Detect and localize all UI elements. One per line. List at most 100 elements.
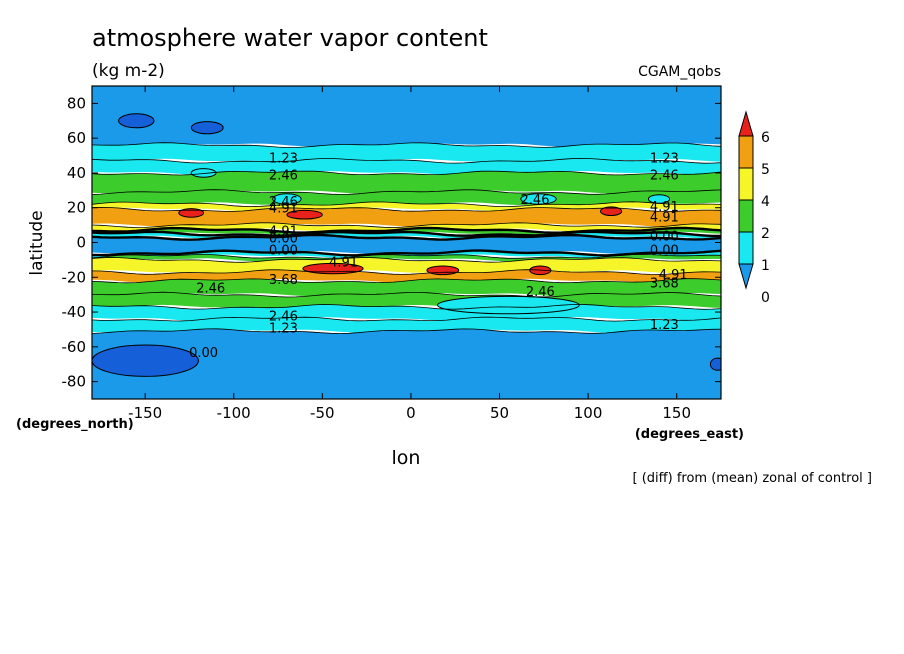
contour-band	[92, 234, 721, 255]
contour-label: 2.46	[269, 310, 298, 325]
colorbar-segment	[738, 199, 754, 233]
chart-subtitle: (kg m-2)	[92, 61, 165, 81]
contour-label: 1.23	[269, 151, 298, 166]
colorbar-max-arrow	[738, 110, 754, 137]
contour-band	[92, 207, 721, 227]
contour-line	[92, 278, 721, 284]
colorbar-min-arrow	[738, 263, 754, 290]
contour-line	[92, 226, 721, 234]
x-tick-label: -150	[128, 404, 162, 422]
contour-region	[520, 193, 557, 205]
contour-line	[92, 230, 721, 238]
y-axis-ticks: 80 60 40 20 0 -20 -40 -60 -80	[62, 94, 721, 391]
contour-label: 2.46	[196, 282, 225, 297]
contour-line	[92, 170, 721, 176]
maximum-region	[286, 209, 323, 220]
x-axis-label: lon	[392, 447, 421, 469]
contour-label: 2.46	[269, 195, 298, 210]
contour-label: 4.91	[650, 200, 679, 215]
contour-line	[92, 157, 721, 164]
y-tick-label: 40	[67, 164, 86, 182]
x-tick-label: 50	[490, 404, 509, 422]
contour-region	[190, 121, 224, 135]
contour-line	[92, 253, 721, 259]
colorbar-label: 1	[761, 258, 770, 274]
contour-region	[92, 344, 199, 377]
contour-label: 1.23	[650, 318, 679, 333]
colorbar-label: 2	[761, 226, 770, 242]
contour-line	[92, 201, 721, 208]
x-tick-label: -50	[310, 404, 335, 422]
contour-label: 0.00	[650, 244, 679, 259]
contour-region	[709, 357, 721, 371]
y-tick-label: -60	[62, 338, 87, 356]
contour-line	[92, 328, 721, 334]
contour-line	[92, 303, 721, 310]
contour-region	[190, 168, 217, 178]
contour-features	[92, 113, 721, 377]
contour-band	[92, 171, 721, 194]
contour-line	[92, 206, 721, 212]
contour-band	[92, 158, 721, 175]
contour-band	[92, 222, 721, 233]
colorbar-label: 5	[761, 162, 770, 178]
contour-label: 0.00	[269, 231, 298, 246]
x-tick-label: 0	[406, 404, 416, 422]
contour-label: 0.00	[189, 346, 218, 361]
contour-label: 0.00	[269, 244, 298, 259]
maximum-region	[426, 265, 460, 276]
contour-band	[92, 257, 721, 274]
contour-label: 4.91	[329, 256, 358, 271]
contour-label: 1.23	[269, 322, 298, 337]
x-axis-ticks: -150 -100 -50 0 50 100 150	[128, 86, 691, 422]
y-tick-label: 60	[67, 129, 86, 147]
contour-line	[92, 316, 721, 322]
colorbar-segment	[738, 135, 754, 169]
contour-label: 3.68	[650, 277, 679, 292]
colorbar-label: 6	[761, 130, 770, 146]
contour-label: 4.91	[269, 224, 298, 239]
y-tick-label: 80	[67, 94, 86, 112]
footnote: [ (diff) from (mean) zonal of control ]	[633, 471, 872, 486]
y-tick-label: -40	[62, 303, 87, 321]
contour-label: 2.46	[650, 169, 679, 184]
contour-line	[92, 291, 721, 298]
y-axis-label: latitude	[27, 210, 47, 275]
y-axis-units: (degrees_north)	[16, 417, 134, 432]
contour-band	[92, 189, 721, 207]
contour-region	[118, 113, 155, 129]
maximum-region	[600, 206, 623, 216]
x-tick-label: -100	[217, 404, 251, 422]
contour-label: 4.91	[650, 210, 679, 225]
chart-title: atmosphere water vapor content	[92, 24, 488, 52]
contour-line	[92, 257, 721, 263]
contour-region	[437, 295, 580, 315]
contour-line	[92, 233, 721, 241]
contour-label: 2.46	[526, 285, 555, 300]
y-tick-label: -20	[62, 268, 87, 286]
x-axis-units: (degrees_east)	[635, 427, 744, 442]
contour-band	[92, 142, 721, 163]
colorbar-segment	[738, 231, 754, 265]
colorbar-label: 0	[761, 290, 770, 306]
contour-line	[92, 249, 721, 257]
y-tick-label: 20	[67, 199, 86, 217]
contour-label: 3.68	[269, 273, 298, 288]
contour-region	[272, 193, 302, 205]
contour-label: 4.91	[269, 202, 298, 217]
colorbar: 6 5 4 2 1 0	[738, 110, 770, 306]
x-tick-label: 100	[574, 404, 603, 422]
contour-label: 4.91	[659, 268, 688, 283]
contour-lines	[92, 142, 721, 334]
contour-band	[92, 86, 721, 147]
contour-band	[92, 278, 721, 297]
y-tick-label: -80	[62, 373, 87, 391]
colorbar-label: 4	[761, 194, 770, 210]
y-tick-label: 0	[76, 234, 86, 252]
contour-label: 0.00	[650, 230, 679, 245]
contour-line	[92, 189, 721, 195]
contour-label: 2.46	[521, 193, 550, 208]
contour-line	[92, 269, 721, 275]
contour-band	[92, 328, 721, 399]
maximum-region	[178, 208, 205, 218]
